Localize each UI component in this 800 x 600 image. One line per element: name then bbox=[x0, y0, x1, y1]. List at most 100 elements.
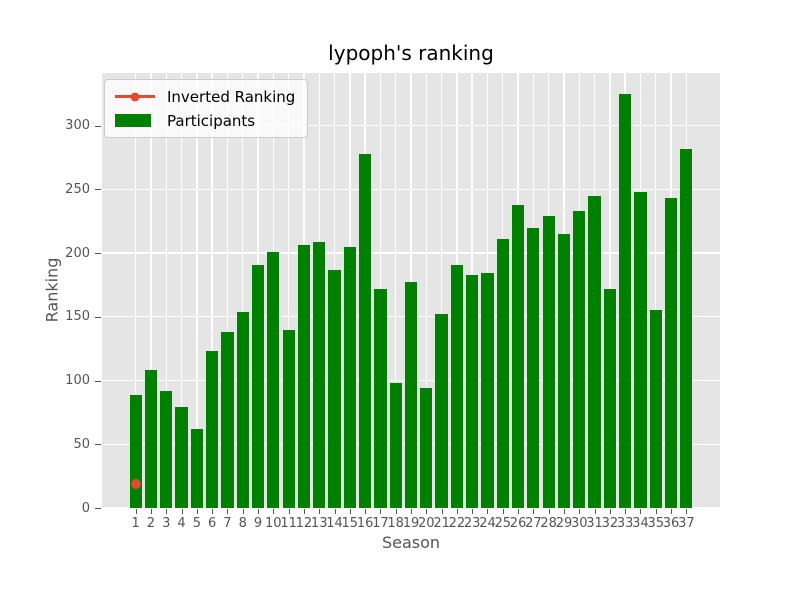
x-tick-mark bbox=[426, 509, 428, 514]
y-tick-mark bbox=[95, 125, 101, 127]
bar-season-8 bbox=[236, 311, 249, 508]
legend: Inverted Ranking Participants bbox=[104, 79, 309, 138]
legend-item-label: Participants bbox=[167, 111, 256, 130]
x-tick-label: 9 bbox=[253, 516, 263, 531]
bar-season-7 bbox=[221, 332, 234, 508]
x-tick-label: 26 bbox=[509, 516, 527, 531]
bar-season-29 bbox=[557, 233, 571, 508]
x-tick-label: 21 bbox=[433, 516, 450, 531]
x-tick-label: 6 bbox=[207, 516, 217, 531]
x-tick-mark bbox=[365, 509, 367, 514]
x-tick-label: 35 bbox=[647, 516, 665, 531]
x-tick-mark bbox=[472, 509, 474, 514]
x-tick-mark bbox=[166, 509, 168, 514]
x-tick-label: 1 bbox=[131, 516, 140, 531]
bar-season-31 bbox=[588, 195, 601, 508]
bar-season-21 bbox=[435, 314, 448, 508]
x-tick-label: 34 bbox=[632, 516, 649, 531]
x-tick-mark bbox=[303, 509, 305, 514]
x-tick-mark bbox=[258, 509, 260, 514]
x-tick-label: 29 bbox=[555, 516, 573, 531]
bar-season-5 bbox=[190, 428, 203, 508]
legend-dot-marker-icon bbox=[130, 92, 140, 101]
x-tick-label: 24 bbox=[479, 516, 496, 531]
bar-season-16 bbox=[358, 153, 372, 508]
gridline-vertical bbox=[440, 73, 443, 508]
gridline-vertical bbox=[425, 73, 427, 508]
bar-season-27 bbox=[527, 227, 540, 508]
x-tick-mark bbox=[181, 509, 183, 514]
x-tick-mark bbox=[411, 509, 412, 514]
x-tick-label: 30 bbox=[570, 516, 588, 531]
y-tick-mark bbox=[95, 253, 101, 255]
x-tick-label: 18 bbox=[387, 516, 404, 531]
legend-line-marker-icon bbox=[115, 92, 155, 101]
x-tick-mark bbox=[671, 509, 673, 514]
bar-season-35 bbox=[649, 310, 662, 508]
bar-season-28 bbox=[542, 216, 555, 508]
x-tick-mark bbox=[518, 509, 520, 514]
x-tick-mark bbox=[655, 509, 657, 514]
x-tick-label: 27 bbox=[525, 516, 542, 531]
x-tick-label: 36 bbox=[662, 516, 680, 531]
y-tick-label: 300 bbox=[65, 118, 90, 134]
y-tick-mark bbox=[95, 189, 101, 191]
x-tick-label: 7 bbox=[223, 516, 232, 531]
chart-title: lypoph's ranking bbox=[328, 41, 494, 65]
gridline-vertical bbox=[655, 73, 657, 508]
x-tick-mark bbox=[625, 509, 627, 514]
y-tick-mark bbox=[95, 316, 101, 318]
bar-season-2 bbox=[144, 370, 158, 508]
x-tick-mark bbox=[150, 509, 152, 514]
gridline-vertical bbox=[180, 73, 183, 508]
bar-season-18 bbox=[389, 383, 402, 508]
bar-season-34 bbox=[634, 191, 647, 508]
gridline-vertical bbox=[211, 73, 213, 508]
y-tick-mark bbox=[95, 444, 101, 446]
x-tick-mark bbox=[288, 509, 290, 514]
bar-season-22 bbox=[450, 264, 463, 508]
bar-season-23 bbox=[466, 274, 479, 508]
bar-season-14 bbox=[328, 269, 341, 508]
y-tick-mark bbox=[95, 380, 101, 382]
x-tick-mark bbox=[686, 509, 688, 514]
bar-season-3 bbox=[160, 390, 173, 508]
bar-season-1 bbox=[129, 394, 142, 508]
bar-season-25 bbox=[496, 239, 509, 508]
legend-marker bbox=[115, 87, 155, 106]
x-tick-label: 15 bbox=[341, 516, 359, 531]
x-tick-mark bbox=[594, 509, 596, 514]
x-tick-mark bbox=[533, 509, 535, 514]
x-tick-label: 4 bbox=[177, 516, 186, 531]
bar-season-36 bbox=[664, 198, 678, 508]
bar-season-11 bbox=[282, 329, 295, 508]
bar-season-4 bbox=[175, 407, 188, 508]
x-tick-mark bbox=[456, 509, 458, 514]
x-tick-mark bbox=[502, 509, 504, 514]
bar-season-19 bbox=[404, 282, 418, 508]
bar-season-20 bbox=[420, 388, 433, 508]
bar-season-6 bbox=[206, 351, 219, 508]
x-tick-label: 17 bbox=[372, 516, 389, 531]
x-tick-label: 14 bbox=[326, 516, 343, 531]
bar-season-32 bbox=[603, 288, 616, 508]
x-tick-mark bbox=[395, 509, 397, 514]
x-tick-mark bbox=[212, 509, 214, 514]
y-tick-label: 100 bbox=[65, 373, 90, 389]
x-tick-label: 22 bbox=[448, 516, 466, 531]
inverted-ranking-point bbox=[130, 478, 141, 489]
x-tick-label: 12 bbox=[295, 516, 313, 531]
x-tick-mark bbox=[196, 509, 198, 514]
x-tick-label: 16 bbox=[356, 516, 374, 531]
bar-season-30 bbox=[573, 210, 586, 508]
legend-item-label: Inverted Ranking bbox=[167, 87, 296, 106]
x-tick-mark bbox=[441, 509, 443, 514]
plot-area bbox=[102, 73, 720, 509]
gridline-vertical bbox=[196, 73, 198, 508]
y-tick-label: 150 bbox=[65, 309, 90, 325]
x-tick-label: 23 bbox=[463, 516, 481, 531]
gridline-vertical bbox=[150, 73, 152, 508]
x-tick-label: 11 bbox=[280, 516, 297, 531]
x-tick-label: 19 bbox=[402, 516, 420, 531]
